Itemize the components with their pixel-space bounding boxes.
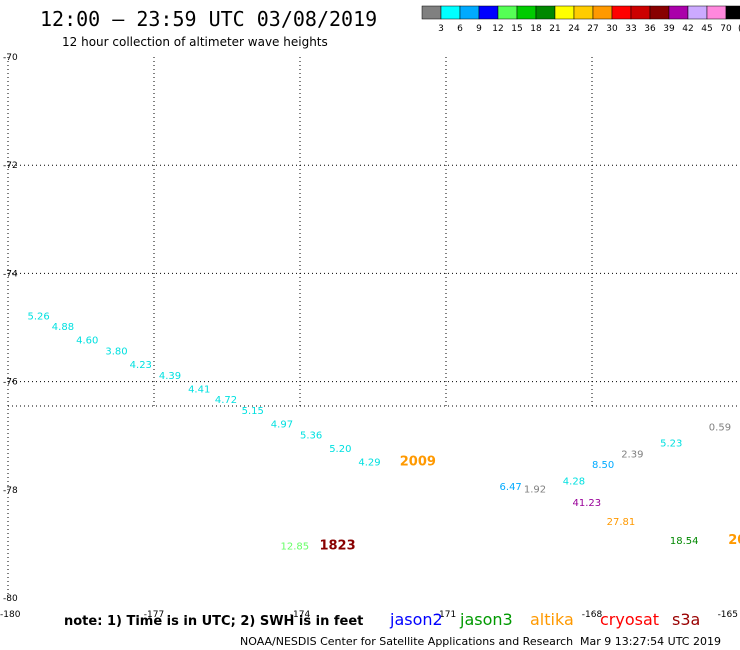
lon-tick-label: -171 [436,610,456,620]
wave-height-label: 20 [728,533,740,548]
footer-timestamp: Mar 9 13:27:54 UTC 2019 [580,635,721,648]
scale-label: 15 [511,24,522,34]
footer-note: note: 1) Time is in UTC; 2) SWH is in fe… [64,614,363,629]
satellite-legend-cryosat: cryosat [600,610,659,629]
wave-height-label: 4.97 [271,420,293,431]
wave-height-label: 4.88 [52,322,74,333]
wave-height-label: 5.26 [27,311,49,322]
scale-label: 3 [438,24,444,34]
wave-height-labels: 5.264.884.60 3.804.23 4.39 4.41 4.72 5.15 4.97… [27,311,740,553]
wave-height-label: 4.23 [130,360,152,371]
lon-tick-label: -168 [582,610,603,620]
scale-label: 70 [720,24,732,34]
satellite-legend-jason2: jason2 [389,610,443,629]
wave-height-label: 6.47 [500,482,522,493]
chart-title: 12:00 – 23:59 UTC 03/08/2019 [40,7,377,31]
lat-tick-label: -70 [3,53,18,63]
scale-swatch [687,5,708,20]
wave-height-label: 4.72 [215,395,237,406]
wave-height-label: 5.36 [300,430,322,441]
scale-label: 9 [476,24,482,34]
lon-tick-label: -165 [718,610,738,620]
scale-swatch [478,5,499,20]
wave-height-label: 5.20 [329,444,351,455]
scale-swatch [440,5,461,20]
wave-height-label: 27.81 [607,517,636,528]
scale-swatch [497,5,518,20]
wave-height-label: 5.23 [660,439,682,450]
wave-height-label: 8.50 [592,460,614,471]
chart-subtitle: 12 hour collection of altimeter wave hei… [62,35,328,49]
scale-swatch [725,5,740,20]
wave-height-label: 1823 [319,538,355,553]
wave-height-label: 2.39 [621,449,643,460]
scale-swatch [554,5,575,20]
scale-swatch [706,5,727,20]
lat-tick-label: -76 [3,378,18,388]
scale-unit: (ft) [738,24,740,34]
scale-label: 39 [663,24,675,34]
lat-tick-label: -78 [3,486,18,496]
wave-height-label: 4.41 [188,384,210,395]
scale-swatch [573,5,594,20]
satellite-legend: jason2 jason3 altika cryosat s3a [389,610,700,629]
scale-swatch [535,5,556,20]
scale-swatch [630,5,651,20]
axis-ticks: -70 -72 -74 -76 -78 -80 -180 -177 -174 -171 -168 -1… [0,53,738,620]
scale-label: 18 [530,24,542,34]
lat-tick-label: -80 [3,594,18,604]
scale-label: 36 [644,24,656,34]
scale-swatch [516,5,537,20]
lon-tick-label: -174 [290,610,311,620]
satellite-legend-jason3: jason3 [459,610,513,629]
scale-swatch [459,5,480,20]
wave-height-label: 1.92 [524,485,546,496]
scale-label: 12 [492,24,503,34]
satellite-legend-altika: altika [530,610,574,629]
scale-swatch [668,5,689,20]
scale-label: 33 [625,24,636,34]
wave-height-label: 2009 [400,454,436,469]
scale-swatch [421,5,442,20]
wave-height-label: 4.28 [563,476,585,487]
satellite-legend-s3a: s3a [672,610,700,629]
scale-swatch [592,5,613,20]
scale-label: 27 [587,24,598,34]
wave-height-label: 0.59 [709,422,731,433]
scale-label: 30 [606,24,618,34]
scale-swatch [611,5,632,20]
wave-height-label: 12.85 [281,541,310,552]
scale-label: 21 [549,24,560,34]
wave-height-label: 18.54 [670,536,699,547]
lat-tick-label: -74 [3,269,18,279]
scale-swatch [649,5,670,20]
wave-height-label: 41.23 [573,498,602,509]
wave-height-label: 4.39 [159,371,181,382]
footer-credit: NOAA/NESDIS Center for Satellite Applica… [240,635,573,648]
scale-label: 42 [682,24,693,34]
map-grid [7,57,738,598]
wave-height-label: 5.15 [242,406,264,417]
scale-label: 45 [701,24,712,34]
lon-tick-label: -177 [144,610,164,620]
scale-label: 24 [568,24,580,34]
lon-tick-label: -180 [0,610,21,620]
wave-height-label: 4.29 [358,457,380,468]
scale-label: 6 [457,24,463,34]
wave-height-label: 3.80 [105,347,127,358]
wave-height-label: 4.60 [76,336,98,347]
lat-tick-label: -72 [3,161,18,171]
